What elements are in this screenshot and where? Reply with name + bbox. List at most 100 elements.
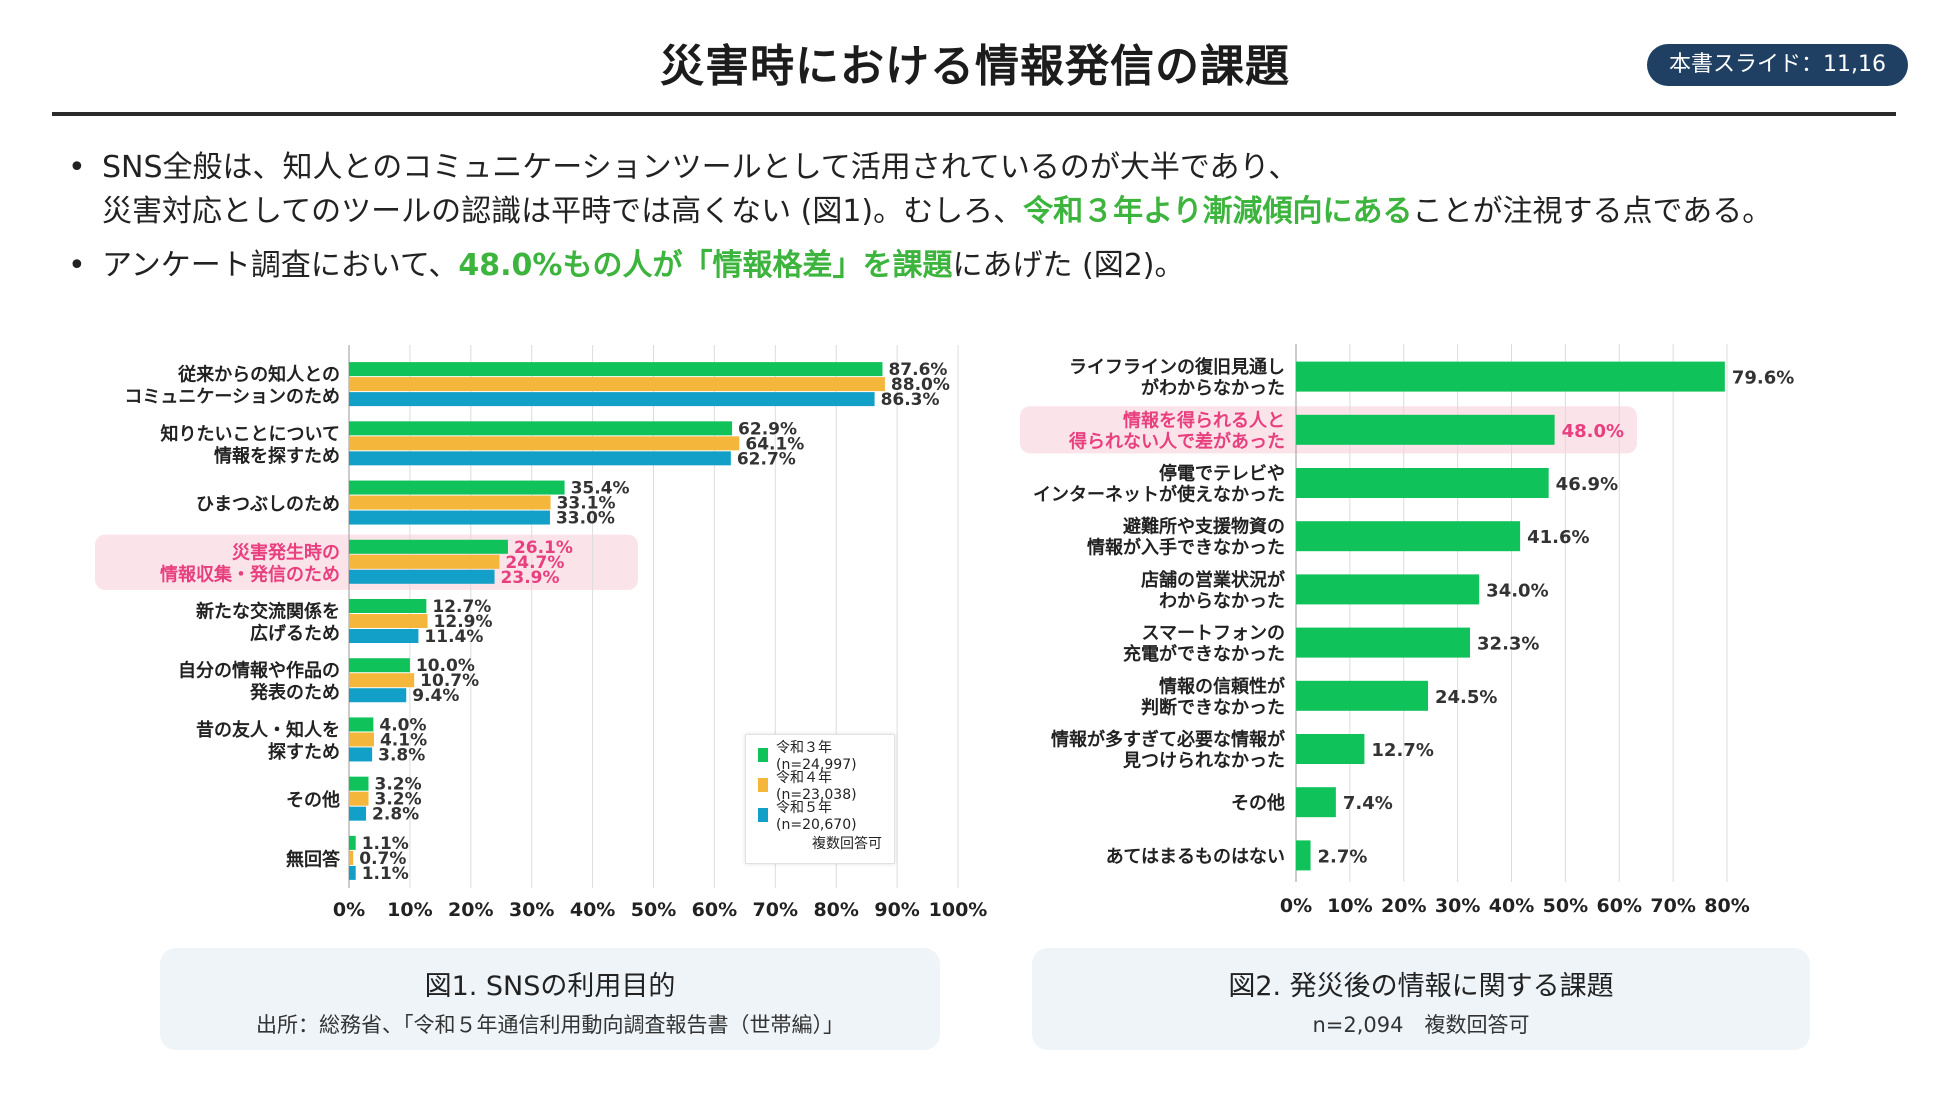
chart2-tick-label: 0% xyxy=(1280,895,1312,917)
chart1-bar xyxy=(349,599,427,613)
chart1-data-label: 11.4% xyxy=(424,627,483,647)
chart1-data-label: 10.0% xyxy=(416,656,475,676)
chart1-data-label: 10.7% xyxy=(420,671,479,691)
chart1-data-label: 87.6% xyxy=(888,360,947,380)
legend-swatch-blue xyxy=(758,808,769,822)
legend-item-r4: 令和４年 (n=23,038) xyxy=(758,770,894,803)
figure1-caption-title: 図1. SNSの利用目的 xyxy=(424,971,676,1002)
chart1-data-label: 26.1% xyxy=(514,538,573,558)
chart1-bar xyxy=(349,480,565,495)
chart1-bar xyxy=(349,421,733,436)
chart1-bar xyxy=(349,658,410,673)
chart2-category-label: 得られない人で差があった xyxy=(1068,430,1285,452)
bullet-1-line2-post: ことが注視する点である。 xyxy=(1412,194,1773,229)
chart2-data-label: 2.7% xyxy=(1318,846,1368,867)
chart2-category-label: その他 xyxy=(1231,792,1285,814)
chart1-data-label: 3.2% xyxy=(374,775,421,795)
chart1-category-label: 情報収集・発信のため xyxy=(160,563,340,585)
chart1-data-label: 62.9% xyxy=(738,419,797,439)
legend-item-r3: 令和３年 (n=24,997) xyxy=(758,740,894,773)
chart1-data-label: 33.0% xyxy=(556,509,615,529)
chart1-category-label: ひまつぶしのため xyxy=(196,494,340,515)
chart2-data-label: 41.6% xyxy=(1527,527,1589,548)
chart1-tick-label: 90% xyxy=(874,899,919,921)
chart1-tick-label: 70% xyxy=(753,899,798,921)
chart1-tick-label: 60% xyxy=(692,899,737,921)
chart1-category-label: その他 xyxy=(286,789,340,811)
bullet-1-line1: SNS全般は、知人とのコミュニケーションツールとして活用されているのが大半であり… xyxy=(102,150,1299,185)
chart1-category-label: 災害発生時の xyxy=(232,541,340,563)
chart2-tick-label: 30% xyxy=(1435,895,1480,917)
chart1-data-label: 3.8% xyxy=(378,745,425,765)
chart1-tick-label: 80% xyxy=(813,899,858,921)
chart2-data-label: 48.0% xyxy=(1562,421,1624,442)
chart2-bar xyxy=(1296,468,1549,498)
chart2-data-label: 7.4% xyxy=(1343,793,1393,814)
chart1-bar xyxy=(349,865,356,880)
chart1-category-label: 従来からの知人との xyxy=(177,364,340,386)
chart2-data-label: 32.3% xyxy=(1477,634,1539,655)
chart1-bar xyxy=(349,850,354,865)
chart2-category-label: 情報を得られる人と xyxy=(1123,409,1285,431)
chart1-bar xyxy=(349,362,883,377)
chart1-data-label: 3.2% xyxy=(374,790,421,810)
chart1-bar xyxy=(349,776,369,791)
bullet-1-line2-pre: 災害対応としてのツールの認識は平時では高くない (図1)。むしろ、 xyxy=(102,194,1024,229)
chart2-category-label: 店舗の営業状況が xyxy=(1141,569,1285,591)
chart-disaster-info-issues: 0% 10% 20% 30% 40% 50% 60% 70% 80% ライフラインの復旧見通しがわ… xyxy=(1020,344,1794,917)
chart1-bar xyxy=(349,495,551,510)
legend-swatch-orange xyxy=(758,778,769,792)
chart2-tick-label: 20% xyxy=(1381,895,1426,917)
chart1-bar xyxy=(349,791,369,806)
chart2-tick-label: 10% xyxy=(1327,895,1372,917)
chart1-tick-label: 10% xyxy=(387,899,432,921)
chart1-category-label: 昔の友人・知人を xyxy=(196,719,340,741)
bullet-2-post: にあげた (図2)。 xyxy=(952,248,1185,283)
legend-item-r5: 令和５年 (n=20,670) xyxy=(758,800,894,833)
chart1-bar xyxy=(349,392,875,407)
chart1-bar xyxy=(349,806,367,821)
chart2-tick-label: 40% xyxy=(1489,895,1534,917)
legend-label-r5: 令和５年 (n=20,670) xyxy=(776,800,857,833)
slide-reference-badge: 本書スライド：11,16 xyxy=(1647,44,1908,86)
bullet-2-pre: アンケート調査において、 xyxy=(102,248,459,283)
chart2-data-label: 12.7% xyxy=(1371,740,1433,761)
chart1-data-label: 0.7% xyxy=(359,849,406,869)
chart1-data-label: 88.0% xyxy=(891,375,950,395)
chart2-bar xyxy=(1296,787,1336,818)
chart1-data-label: 1.1% xyxy=(362,834,409,854)
bullet-dot: • xyxy=(68,150,86,185)
chart2-data-label: 79.6% xyxy=(1732,368,1794,389)
chart1-data-label: 4.1% xyxy=(380,730,427,750)
chart1-category-label: 新たな交流関係を xyxy=(196,601,340,623)
chart1-data-label: 33.1% xyxy=(557,494,616,514)
figure2-caption-note: n=2,094 複数回答可 xyxy=(1312,1013,1530,1037)
chart1-data-label: 4.0% xyxy=(379,715,426,735)
chart2-bar xyxy=(1296,627,1471,658)
chart2-category-label: 情報が多すぎて必要な情報が xyxy=(1051,729,1285,751)
title-divider xyxy=(52,112,1896,116)
chart1-data-label: 23.9% xyxy=(501,568,560,588)
chart1-bar xyxy=(349,673,415,688)
chart1-bar xyxy=(349,629,419,643)
figure1-caption-source: 出所：総務省、「令和５年通信利用動向調査報告書（世帯編）」 xyxy=(256,1013,844,1037)
chart1-bar xyxy=(349,377,885,392)
chart1-data-label: 64.1% xyxy=(745,434,804,454)
chart2-tick-label: 70% xyxy=(1650,895,1695,917)
chart2-category-label: 情報の信頼性が xyxy=(1159,675,1285,697)
chart1-data-label: 1.1% xyxy=(362,864,409,884)
chart2-tick-label: 50% xyxy=(1543,895,1588,917)
chart2-category-label: 見つけられなかった xyxy=(1122,751,1285,772)
chart2-category-label: がわからなかった xyxy=(1141,377,1285,399)
chart1-tick-label: 40% xyxy=(570,899,615,921)
chart2-data-label: 46.9% xyxy=(1556,474,1618,495)
chart2-category-label: 停電でテレビや xyxy=(1159,463,1285,485)
chart2-category-label: 判断できなかった xyxy=(1141,696,1285,718)
chart1-tick-label: 30% xyxy=(509,899,554,921)
bullet-1-highlight: 令和３年より漸減傾向にある xyxy=(1023,194,1413,229)
chart-sns-purpose: 0% 10% 20% 30% 40% 50% 60% 70% 80% 90% 100% 従来からの知人… xyxy=(95,345,987,921)
chart1-category-label: 知りたいことについて xyxy=(161,423,340,445)
figure1-caption: 図1. SNSの利用目的 出所：総務省、「令和５年通信利用動向調査報告書（世帯編… xyxy=(160,948,940,1050)
chart2-category-label: あてはまるものはない xyxy=(1106,846,1285,867)
chart2-data-label: 34.0% xyxy=(1486,580,1548,601)
